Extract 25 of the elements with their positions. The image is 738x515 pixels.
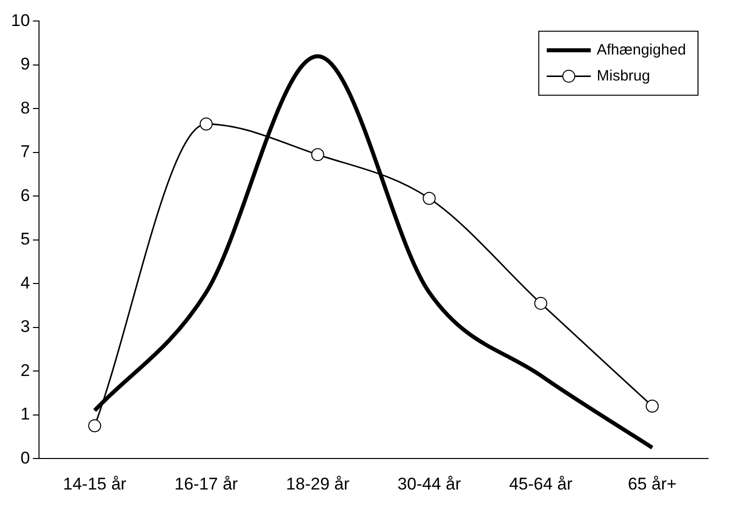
y-tick-label: 8: [20, 98, 30, 118]
y-tick-label: 10: [10, 10, 30, 30]
point: [534, 296, 548, 310]
x-tick-label: 45-64 år: [509, 474, 573, 494]
x-tick-label: 18-29 år: [286, 474, 350, 494]
point: [311, 148, 324, 162]
y-tick-label: 3: [20, 317, 30, 336]
x-tick-label: 16-17 år: [174, 474, 238, 494]
point: [646, 400, 659, 413]
y-tick-label: 5: [20, 230, 30, 249]
point: [200, 117, 213, 130]
y-tick-label: 1: [20, 404, 30, 424]
legend-label: Afhængighed: [596, 41, 686, 58]
x-tick-label: 30-44 år: [398, 474, 462, 494]
y-tick-label: 6: [20, 186, 30, 205]
y-tick-label: 4: [20, 273, 30, 292]
x-tick-label: 65 år+: [628, 474, 677, 494]
point: [422, 192, 436, 205]
y-tick-label: 0: [20, 448, 30, 468]
point: [88, 419, 102, 432]
legend-label: Misbrug: [596, 67, 650, 84]
y-tick-label: 9: [20, 54, 30, 74]
y-tick-label: 7: [20, 142, 30, 162]
x-tick-label: 14-15 år: [63, 474, 127, 494]
y-tick-label: 2: [20, 360, 30, 380]
